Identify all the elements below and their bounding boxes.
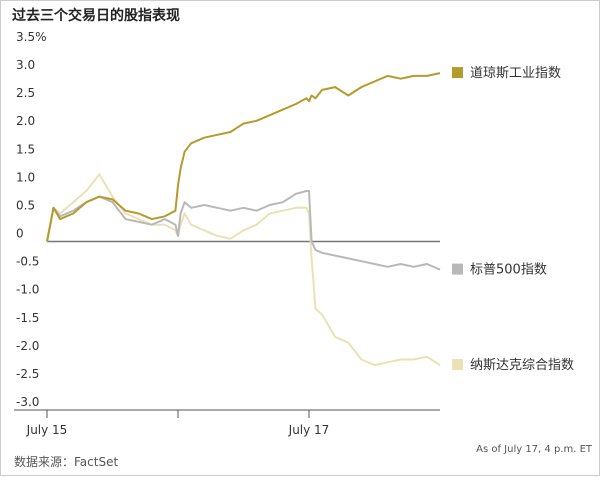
legend-label: 道琼斯工业指数 bbox=[470, 66, 561, 81]
y-tick-label: -2.0 bbox=[16, 339, 39, 353]
y-tick-label: 0.5 bbox=[16, 198, 35, 212]
y-tick-label: 1.5 bbox=[16, 142, 35, 156]
chart-title: 过去三个交易日的股指表现 bbox=[12, 7, 180, 24]
legend-swatch bbox=[452, 359, 463, 371]
legend-swatch bbox=[452, 263, 463, 275]
y-tick-label: 2.5 bbox=[16, 86, 35, 100]
legend-label: 纳斯达克综合指数 bbox=[470, 358, 574, 373]
source: 数据来源：FactSet bbox=[14, 454, 118, 469]
series-line bbox=[46, 72, 441, 242]
note: As of July 17, 4 p.m. ET bbox=[476, 444, 593, 455]
x-tick-label: July 15 bbox=[26, 423, 68, 437]
y-tick-label: -1.5 bbox=[16, 311, 39, 325]
y-tick-label: 0 bbox=[16, 227, 24, 241]
y-tick-label: -1.0 bbox=[16, 283, 39, 297]
y-tick-label: -2.5 bbox=[16, 367, 39, 381]
y-tick-label: -3.0 bbox=[16, 395, 39, 409]
series-line bbox=[46, 190, 441, 271]
y-tick-label: 3.0 bbox=[16, 58, 35, 72]
legend-label: 标普500指数 bbox=[470, 263, 547, 278]
x-tick-label: July 17 bbox=[288, 423, 330, 437]
legend-swatch bbox=[452, 67, 463, 79]
y-tick-label: 3.5% bbox=[16, 30, 47, 44]
y-tick-label: 1.0 bbox=[16, 170, 35, 184]
y-tick-label: -0.5 bbox=[16, 255, 39, 269]
y-tick-label: 2.0 bbox=[16, 114, 35, 128]
series-line bbox=[46, 173, 441, 367]
